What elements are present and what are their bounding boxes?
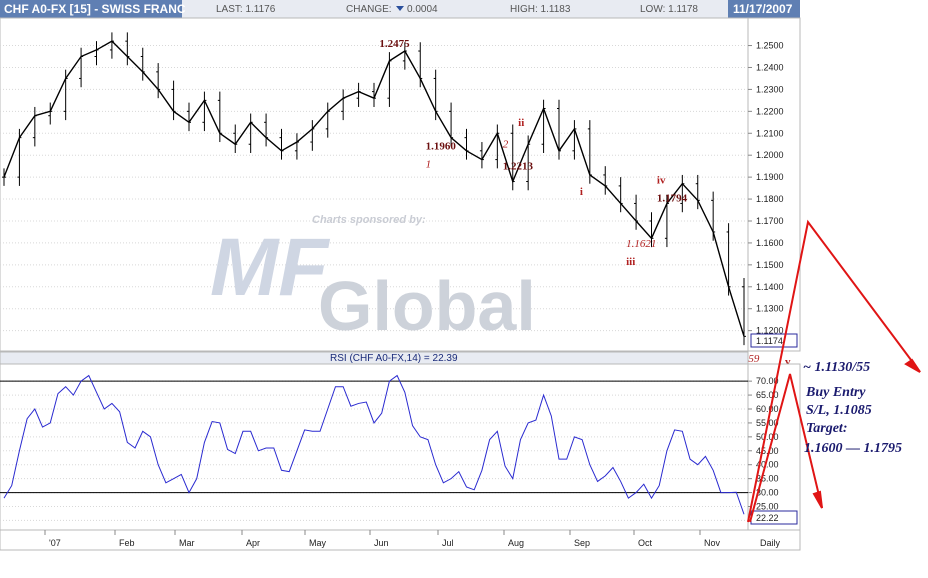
x-tick-label: Daily	[760, 538, 781, 548]
sponsor-text: Charts sponsored by:	[312, 214, 426, 226]
last-price-label: 1.1174	[756, 336, 783, 346]
wave-annotation: 1.2213	[503, 161, 534, 173]
wave-annotation: ii	[518, 117, 524, 129]
upper-arrowhead-icon	[904, 358, 921, 373]
price-tick-label: 1.2200	[756, 106, 784, 116]
high-price: HIGH: 1.1183	[510, 4, 571, 15]
rsi-grid	[0, 380, 748, 521]
price-axis	[747, 17, 801, 352]
rsi-panel	[0, 363, 749, 531]
wave-annotation: iii	[626, 256, 635, 268]
x-axis-ticks: '07 Feb Mar Apr May Jun Jul Aug Sep Oct Nov Daily	[44, 530, 781, 548]
x-tick-label: Oct	[638, 538, 653, 548]
price-y-axis-ticks: 1.2500 1.2400 1.2300 1.2200 1.2100 1.2000 1.19…	[748, 41, 784, 336]
header-date-box	[728, 0, 800, 18]
wave-annotation: i	[580, 186, 583, 198]
x-axis	[0, 529, 801, 551]
rsi-tick-label: 45.00	[756, 446, 779, 456]
price-tick-label: 1.1500	[756, 260, 784, 270]
price-panel	[0, 17, 749, 352]
down-arrow-icon	[396, 6, 404, 11]
x-tick-label: Jun	[374, 538, 389, 548]
price-tick-label: 1.1400	[756, 282, 784, 292]
price-tick-label: 1.2300	[756, 84, 784, 94]
trade-level: ~ 1.1130/55	[803, 360, 870, 375]
wave-annotation: v	[785, 356, 791, 368]
last-rsi-label: 22.22	[756, 513, 779, 523]
price-tick-label: 1.2000	[756, 150, 784, 160]
trade-target-range: 1.1600 — 1.1795	[804, 441, 902, 456]
x-tick-label: Nov	[704, 538, 721, 548]
price-tick-label: 1.2400	[756, 62, 784, 72]
rsi-tick-label: 60.00	[756, 404, 779, 414]
trade-stop: S/L, 1.1085	[806, 403, 872, 418]
wave-annotation: 2	[503, 139, 509, 151]
wave-annotations: 1.2475 2 1.2213 ii 1.1960 1 i iv 1.1794 1.1621 iii…	[379, 38, 791, 368]
price-tick-label: 1.1200	[756, 326, 784, 336]
wave-annotation: 1	[426, 158, 432, 170]
wave-annotation: iv	[657, 174, 666, 186]
rsi-tick-label: 30.00	[756, 488, 779, 498]
trade-target-label: Target:	[806, 421, 847, 436]
change-label: CHANGE:	[346, 4, 392, 15]
price-tick-label: 1.1300	[756, 304, 784, 314]
x-tick-label: May	[309, 538, 327, 548]
x-tick-label: Jul	[442, 538, 454, 548]
rsi-tick-label: 65.00	[756, 390, 779, 400]
low-price: LOW: 1.1178	[640, 4, 698, 15]
wave-annotation: 1.1960	[426, 140, 457, 152]
rsi-tick-label: 40.00	[756, 460, 779, 470]
lower-arrowhead-icon	[812, 490, 823, 509]
wave-annotation: 1.1621	[626, 238, 656, 250]
change-value: 0.0004	[407, 4, 438, 15]
last-price: LAST: 1.1176	[216, 4, 276, 15]
watermark-logo-mf: MF	[210, 222, 330, 313]
watermark-logo-global: Global	[318, 267, 536, 345]
price-tick-label: 1.1700	[756, 216, 784, 226]
rsi-tick-label: 70.00	[756, 376, 779, 386]
x-tick-label: Apr	[246, 538, 260, 548]
rsi-tick-label: 35.00	[756, 474, 779, 484]
trade-entry: Buy Entry	[805, 385, 866, 400]
price-tick-label: 1.2500	[756, 41, 784, 51]
price-tick-label: 1.1800	[756, 194, 784, 204]
rsi-tick-label: 25.00	[756, 502, 779, 512]
price-tick-label: 1.2100	[756, 128, 784, 138]
x-tick-label: Aug	[508, 538, 524, 548]
price-tick-label: 1.1900	[756, 172, 784, 182]
rsi-series	[3, 374, 745, 515]
chart-date: 11/17/2007	[733, 2, 793, 16]
wave-annotation: 1.2475	[379, 38, 410, 50]
header-title-box	[0, 0, 182, 18]
upper-arrow-path	[747, 219, 921, 523]
price-series	[2, 32, 746, 346]
wave-annotation: 1.1794	[657, 192, 688, 204]
x-tick-label: '07	[49, 538, 61, 548]
price-line	[3, 40, 745, 337]
x-tick-label: Mar	[179, 538, 195, 548]
price-tick-label: 1.1600	[756, 238, 784, 248]
chart-title: CHF A0-FX [15] - SWISS FRANC	[4, 2, 186, 16]
rsi-title: RSI (CHF A0-FX,14) = 22.39	[330, 353, 458, 364]
x-tick-label: Feb	[119, 538, 135, 548]
lower-arrow-path	[749, 373, 823, 523]
rsi-line	[3, 374, 745, 515]
trade-arrows	[747, 219, 921, 523]
rsi-tick-label: 50.00	[756, 432, 779, 442]
x-tick-label: Sep	[574, 538, 590, 548]
